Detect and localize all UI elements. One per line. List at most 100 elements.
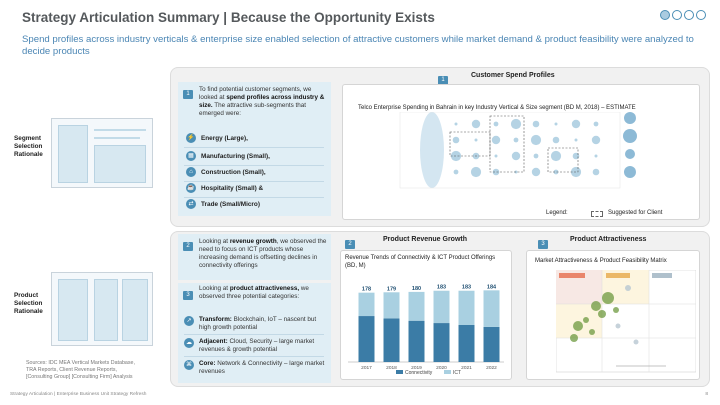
legend-swatch-ict: [444, 370, 451, 374]
spend-bubble: [511, 151, 521, 161]
sources-footnote: Sources: IDC MEA Vertical Markets Databa…: [26, 360, 135, 380]
spend-bubble: [452, 136, 460, 144]
spend-profiles-caption: Telco Enterprise Spending in Bahrain in …: [358, 105, 636, 111]
large-bubble: [420, 112, 444, 188]
spend-bubble: [491, 135, 501, 145]
segment-item-construction: ⌂ Construction (Small),: [186, 167, 266, 177]
step-number: 3: [538, 240, 548, 250]
bar-connectivity-2022: [483, 326, 500, 362]
legend-label-connectivity: Connectivity: [405, 370, 433, 376]
segment-item-hospitality: ☕ Hospitality (Small) &: [186, 183, 264, 193]
bar-ict-2020: [433, 290, 450, 324]
step-number: 3: [183, 291, 193, 301]
spend-bubble: [532, 120, 540, 128]
spend-bubble: [550, 150, 562, 162]
total-label-2018: 179: [387, 286, 396, 292]
tick-label-2019: 2019: [411, 365, 422, 371]
progress-dot-1: [660, 10, 670, 20]
energy-icon: ⚡: [186, 133, 196, 143]
network-icon: ⌘: [184, 360, 194, 370]
legend-dashed-box: [591, 211, 603, 217]
attractiveness-caption: Market Attractiveness & Product Feasibil…: [535, 258, 667, 264]
step-number: 2: [183, 242, 193, 252]
progress-indicator: [660, 10, 706, 20]
row-total-bubble: [623, 129, 637, 143]
category-transform: ↗ Transform: Blockchain, IoT – nascent b…: [184, 316, 329, 332]
spend-bubble: [471, 119, 481, 129]
bar-connectivity-2021: [458, 325, 475, 362]
segment-slide-thumbnail: [51, 118, 153, 188]
suggested-segment-box: [489, 115, 525, 173]
suggested-segment-box: [547, 147, 579, 173]
attractiveness-matrix: [556, 270, 696, 373]
spend-bubble: [591, 135, 601, 145]
revenue-growth-title: Product Revenue Growth: [383, 236, 468, 243]
bar-ict-2019: [408, 291, 425, 321]
segment-item-trade: ⇄ Trade (Small/Micro): [186, 199, 260, 209]
category-adjacent: ☁ Adjacent: Cloud, Security – large mark…: [184, 338, 315, 353]
spend-bubble: [594, 154, 598, 158]
progress-dot-2: [672, 10, 682, 20]
bar-connectivity-2017: [358, 316, 375, 362]
tick-label-2021: 2021: [461, 365, 472, 371]
spend-bubble: [493, 121, 499, 127]
total-label-2020: 183: [437, 285, 446, 291]
revenue-text-panel: [178, 234, 331, 280]
tick-label-2020: 2020: [436, 365, 447, 371]
suggested-segment-box: [449, 131, 491, 157]
spend-bubble-matrix: [399, 112, 637, 189]
bar-connectivity-2019: [408, 320, 425, 362]
spend-bubble: [592, 168, 600, 176]
tick-label-2017: 2017: [361, 365, 372, 371]
tick-label-2022: 2022: [486, 365, 497, 371]
category-core: ⌘ Core: Network & Connectivity – large m…: [184, 360, 325, 375]
spend-bubble: [533, 153, 539, 159]
spend-bubble: [453, 169, 459, 175]
total-label-2022: 184: [487, 284, 497, 290]
row-total-bubble: [624, 112, 636, 124]
cloud-icon: ☁: [184, 338, 194, 348]
step-number: 1: [438, 76, 448, 86]
segment-selection-label: Segment Selection Rationale: [14, 135, 43, 158]
spend-bubble: [470, 166, 482, 178]
page-number: 8: [705, 392, 708, 397]
attractiveness-description: Looking at product attractiveness, we ob…: [199, 285, 309, 300]
legend-label-ict: ICT: [453, 370, 461, 376]
spend-bubble: [454, 122, 458, 126]
revenue-description: Looking at revenue growth, we observed t…: [199, 238, 327, 269]
spend-profiles-card: [342, 84, 700, 220]
spend-bubble: [513, 137, 519, 143]
step-number: 2: [345, 240, 355, 250]
spend-bubble: [571, 119, 581, 129]
segment-description: To find potential customer segments, we …: [199, 86, 325, 117]
page-title: Strategy Articulation Summary | Because …: [22, 10, 435, 25]
spend-bubble: [494, 154, 498, 158]
tick-label-2018: 2018: [386, 365, 397, 371]
progress-dot-4: [696, 10, 706, 20]
spend-bubble: [593, 121, 599, 127]
rocket-icon: ↗: [184, 316, 194, 326]
total-label-2021: 183: [462, 285, 471, 291]
product-slide-thumbnail: [51, 272, 153, 346]
row-total-bubble: [625, 149, 635, 159]
segment-text-panel: [178, 82, 331, 216]
crane-icon: ⌂: [186, 167, 196, 177]
legend-text: Suggested for Client: [608, 210, 663, 216]
footer-text: Strategy Articulation | Enterprise Busin…: [10, 392, 147, 397]
spend-bubble: [492, 168, 500, 176]
segment-item-manufacturing: ▦ Manufacturing (Small),: [186, 151, 270, 161]
spend-bubble: [552, 136, 560, 144]
total-label-2017: 178: [362, 287, 371, 293]
attractiveness-text-panel: [178, 283, 331, 383]
spend-bubble: [531, 167, 541, 177]
spend-bubble: [572, 152, 580, 160]
total-label-2019: 180: [412, 286, 421, 292]
trade-icon: ⇄: [186, 199, 196, 209]
bar-ict-2021: [458, 290, 475, 325]
factory-icon: ▦: [186, 151, 196, 161]
segment-item-energy: ⚡ Energy (Large),: [186, 133, 248, 143]
attractiveness-title: Product Attractiveness: [570, 236, 647, 243]
bar-connectivity-2020: [433, 323, 450, 362]
bar-ict-2018: [383, 292, 400, 319]
spend-bubble: [553, 169, 559, 175]
